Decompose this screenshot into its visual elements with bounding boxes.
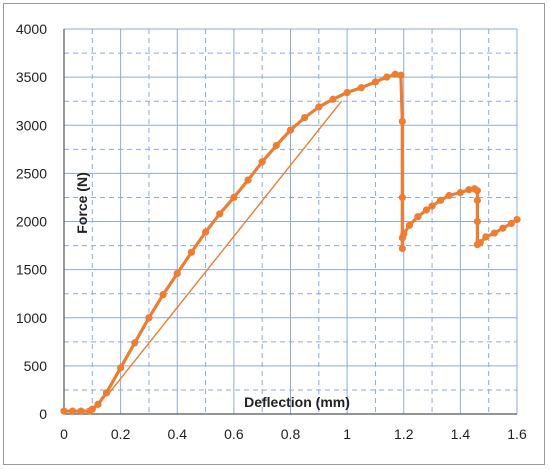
x-tick-label: 0.2	[111, 426, 131, 442]
data-point	[258, 158, 266, 166]
y-tick-label: 3500	[16, 69, 47, 85]
gridlines	[63, 28, 518, 415]
data-point	[398, 193, 406, 202]
data-point	[391, 70, 399, 78]
data-point	[456, 189, 464, 197]
x-tick-label: 0.8	[281, 426, 301, 442]
data-point	[201, 228, 210, 236]
data-point	[371, 78, 380, 86]
x-tick-label: 1	[343, 426, 351, 442]
data-point	[383, 73, 391, 81]
axes	[63, 29, 517, 415]
data-point	[465, 186, 473, 194]
data-point	[414, 213, 422, 221]
y-tick-label: 3000	[16, 117, 47, 133]
data-point	[490, 229, 498, 237]
data-point	[301, 113, 309, 122]
data-point	[77, 407, 85, 415]
fit-line	[108, 100, 343, 394]
data-point	[117, 364, 125, 372]
data-point	[499, 224, 507, 232]
x-tick-label: 1.6	[507, 426, 527, 442]
data-point	[397, 71, 405, 79]
data-point	[159, 291, 167, 299]
data-point	[68, 407, 77, 415]
data-point	[507, 219, 515, 228]
x-tick-label: 1.2	[394, 426, 414, 442]
data-point	[60, 407, 68, 415]
data-point	[286, 126, 295, 134]
data-point	[513, 215, 521, 224]
x-tick-label: 0.4	[168, 426, 188, 442]
chart-area	[3, 3, 545, 465]
data-point	[272, 141, 280, 150]
y-axis-title: Force (N)	[74, 172, 90, 233]
y-tick-label: 1500	[16, 262, 47, 278]
data-series	[60, 70, 521, 415]
data-point	[131, 339, 139, 347]
data-point	[428, 202, 436, 210]
data-point	[173, 269, 181, 278]
data-point	[315, 103, 323, 111]
y-tick-label: 4000	[16, 21, 47, 37]
data-point	[473, 196, 481, 204]
x-tick-label: 0	[60, 426, 68, 442]
data-point	[445, 191, 453, 200]
y-tick-label: 0	[39, 406, 47, 422]
data-point	[216, 210, 224, 218]
x-tick-label: 0.6	[224, 426, 244, 442]
x-tick-labels: 0 0.2 0.4 0.6 0.8 1 1.2 1.4 1.6	[60, 426, 527, 442]
y-tick-label: 500	[24, 358, 48, 374]
x-axis-title: Deflection (mm)	[244, 394, 350, 410]
data-point	[436, 196, 445, 204]
data-point	[398, 117, 406, 125]
data-point	[244, 176, 252, 184]
data-point	[405, 221, 414, 229]
data-point	[398, 244, 406, 253]
data-point	[145, 314, 153, 322]
data-point	[230, 193, 238, 202]
y-tick-labels: 0 500 1000 1500 2000 2500 3000 3500 4000	[16, 21, 47, 422]
y-tick-label: 2000	[16, 214, 47, 230]
data-point	[482, 233, 490, 241]
data-point	[400, 230, 408, 238]
y-tick-label: 2500	[16, 165, 47, 181]
y-tick-label: 1000	[16, 310, 47, 326]
x-tick-label: 1.4	[451, 426, 471, 442]
data-point	[187, 248, 196, 256]
data-point	[473, 187, 481, 195]
data-point	[343, 88, 351, 97]
data-point	[476, 239, 484, 247]
data-point	[94, 400, 102, 408]
data-point	[357, 84, 365, 92]
data-point	[329, 95, 337, 103]
data-point	[422, 206, 430, 214]
data-point	[88, 405, 96, 413]
data-point	[102, 389, 111, 397]
data-point	[473, 217, 481, 226]
